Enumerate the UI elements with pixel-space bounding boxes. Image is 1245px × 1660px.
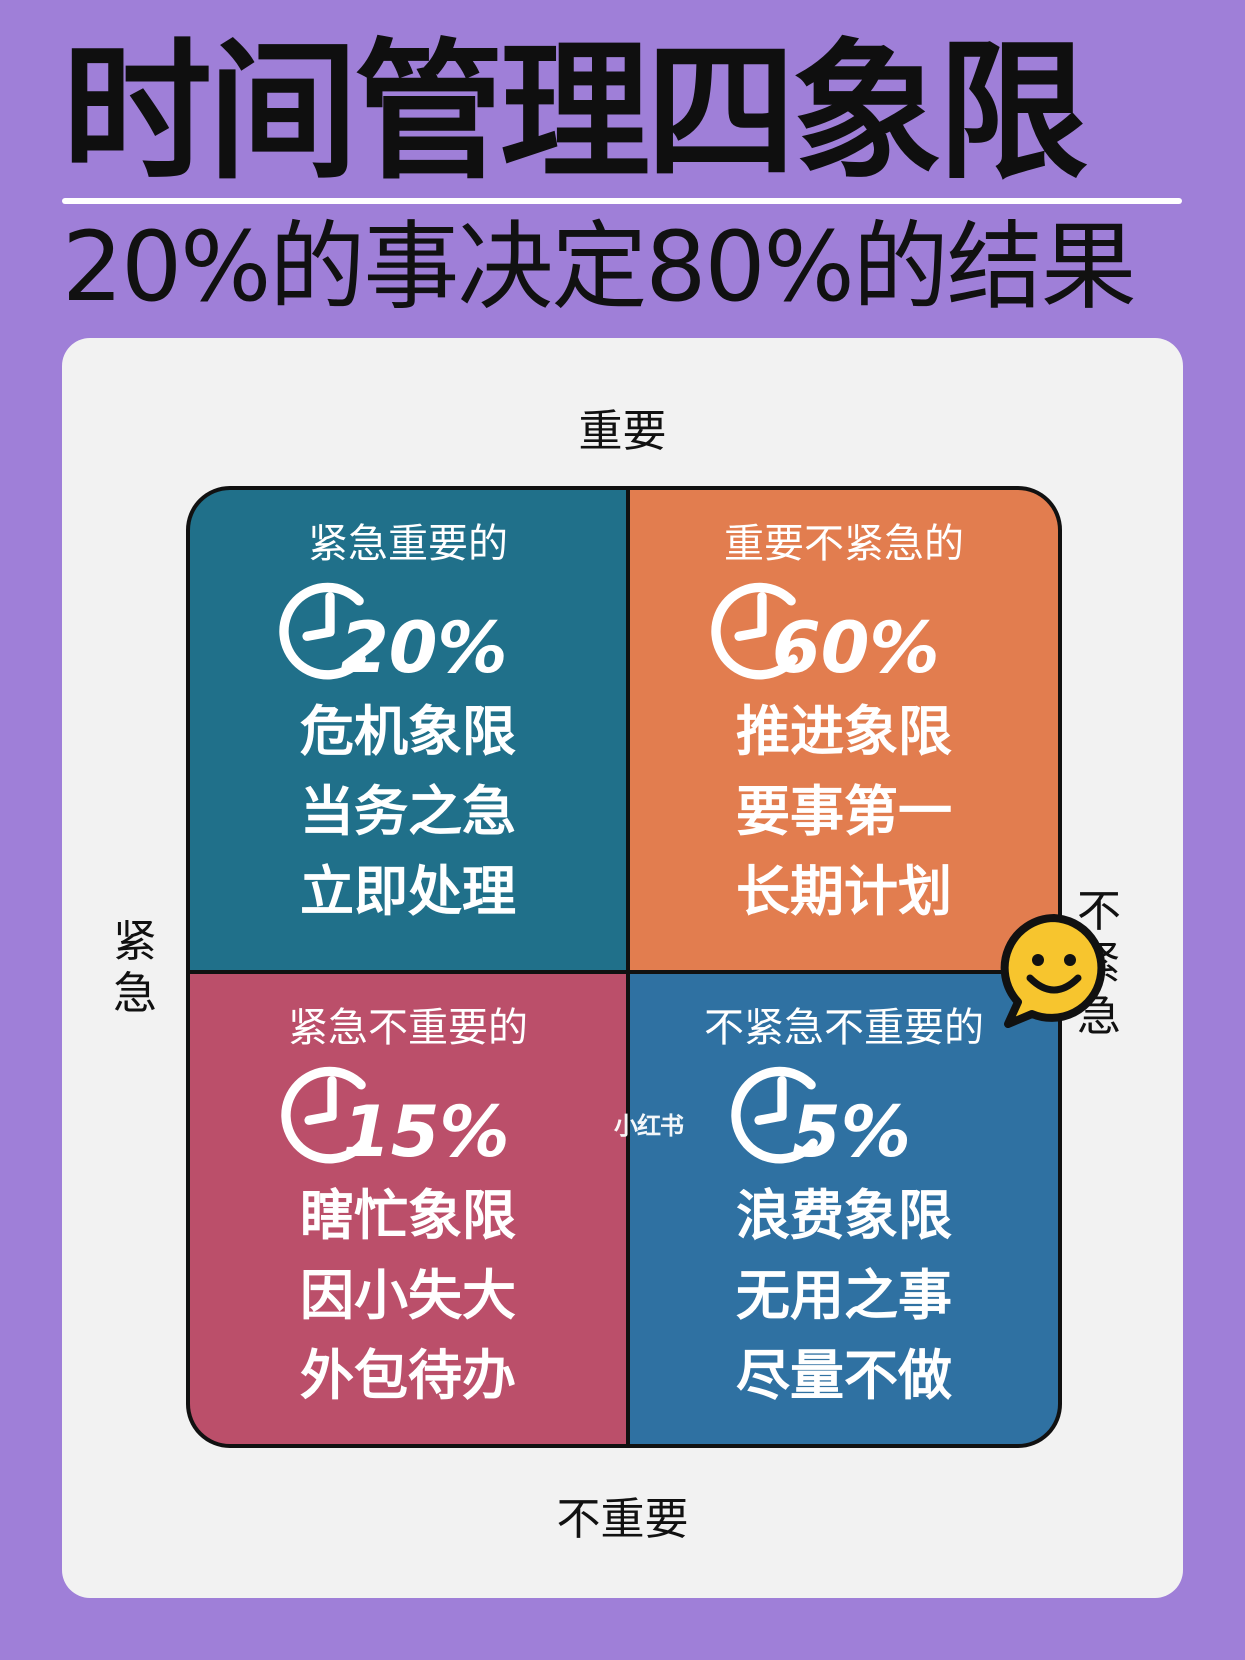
quadrant-percent-row: 5%: [630, 1062, 1058, 1172]
quadrant-heading: 紧急重要的: [308, 521, 508, 567]
quadrant-line: 因小失大: [300, 1264, 516, 1327]
quadrant-heading: 紧急不重要的: [288, 1005, 528, 1051]
quadrant-grid: 紧急重要的 20% 危机象限 当务之急 立即处理 重要不紧急的 60%: [186, 486, 1062, 1448]
quadrant-percent-row: 20%: [190, 578, 626, 688]
clock-icon: [711, 582, 798, 680]
quadrant-line: 要事第一: [736, 780, 952, 843]
page-title: 时间管理四象限: [62, 26, 1088, 200]
clock-icon: [731, 1066, 818, 1164]
quadrant-urgent-important: 紧急重要的 20% 危机象限 当务之急 立即处理: [190, 490, 626, 970]
quadrant-line: 无用之事: [736, 1264, 952, 1327]
page-subtitle: 20%的事决定80%的结果: [62, 211, 1137, 323]
quadrant-heading: 不紧急不重要的: [704, 1005, 984, 1051]
smiley-speech-bubble-icon: [1000, 914, 1106, 1028]
quadrant-important-not-urgent: 重要不紧急的 60% 推进象限 要事第一 长期计划: [630, 490, 1058, 970]
axis-label-urgent-text: 紧急: [113, 916, 157, 1019]
quadrant-percent-row: 15%: [190, 1062, 626, 1172]
watermark: 小红书: [614, 1112, 684, 1140]
quadrant-percent: 20%: [340, 607, 508, 689]
quadrant-percent: 15%: [342, 1091, 510, 1173]
quadrant-title: 瞎忙象限: [300, 1184, 516, 1247]
quadrant-title: 浪费象限: [736, 1184, 952, 1247]
matrix-panel: 重要 紧急 不紧急 不重要 紧急重要的 20% 危机象限 当务之急 立即处理 重…: [62, 338, 1183, 1598]
clock-icon: [279, 582, 366, 680]
clock-icon: [281, 1066, 368, 1164]
quadrant-not-urgent-not-important: 不紧急不重要的 5% 浪费象限 无用之事 尽量不做: [630, 974, 1058, 1444]
quadrant-percent: 60%: [772, 607, 940, 689]
axis-label-important: 重要: [578, 406, 667, 457]
quadrant-urgent-not-important: 紧急不重要的 15% 瞎忙象限 因小失大 外包待办: [190, 974, 626, 1444]
axis-label-urgent: 紧急: [112, 916, 158, 1020]
quadrant-percent-row: 60%: [630, 578, 1058, 688]
quadrant-line: 尽量不做: [736, 1344, 952, 1407]
quadrant-line: 长期计划: [736, 860, 952, 923]
quadrant-line: 立即处理: [300, 860, 516, 923]
quadrant-line: 外包待办: [300, 1344, 516, 1407]
quadrant-percent: 5%: [792, 1091, 911, 1173]
quadrant-heading: 重要不紧急的: [724, 521, 964, 567]
title-divider: [62, 198, 1182, 204]
quadrant-title: 推进象限: [736, 700, 952, 763]
quadrant-title: 危机象限: [300, 700, 516, 763]
axis-label-not-important: 不重要: [556, 1494, 689, 1545]
quadrant-line: 当务之急: [300, 780, 516, 843]
